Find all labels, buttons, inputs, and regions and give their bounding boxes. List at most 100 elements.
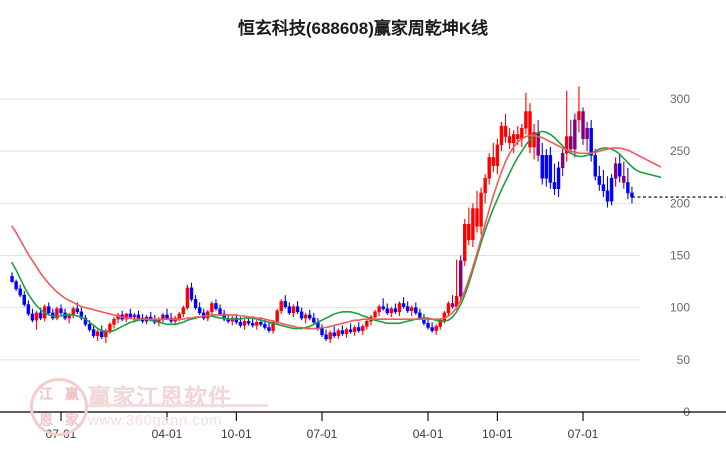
candle-body: [377, 306, 381, 313]
candle-body: [189, 287, 194, 300]
candle-body: [348, 329, 353, 332]
candle-body: [91, 329, 96, 337]
moving-average-lines: [11, 130, 662, 333]
candle-body: [279, 301, 283, 312]
candle-body: [250, 323, 255, 326]
gridlines: [0, 98, 640, 361]
x-tick-label: 04-01: [413, 427, 444, 441]
candle-body: [540, 155, 544, 179]
candle-body: [414, 307, 418, 314]
candle-body: [426, 323, 430, 328]
candle-body: [556, 167, 561, 189]
candle-body: [340, 330, 345, 334]
candle-body: [524, 111, 528, 129]
y-tick-label: 200: [670, 196, 690, 210]
candle-body: [320, 328, 324, 336]
candle-body: [381, 306, 385, 309]
x-tick-label: 07-01: [568, 427, 599, 441]
ma-line: [11, 134, 662, 330]
candle-body: [385, 308, 389, 314]
candle-body: [483, 178, 487, 194]
candle-body: [312, 317, 316, 323]
candle-body: [246, 320, 251, 324]
candle-body: [511, 134, 516, 144]
candle-body: [479, 192, 483, 227]
candle-body: [589, 127, 593, 156]
candle-body: [609, 178, 614, 202]
candle-body: [618, 163, 622, 177]
candle-body: [95, 331, 100, 337]
candle-body: [10, 276, 14, 282]
candle-body: [450, 303, 455, 307]
candle-body: [593, 155, 597, 177]
candle-body: [193, 299, 198, 308]
candle-body: [573, 119, 577, 150]
candle-body: [128, 313, 133, 318]
candle-body: [344, 329, 349, 334]
candle-body: [499, 125, 504, 146]
candle-body: [458, 260, 463, 297]
candle-body: [585, 127, 589, 139]
candle-body: [136, 314, 141, 319]
candle-body: [38, 312, 43, 319]
candle-body: [332, 332, 336, 337]
candle-body: [528, 111, 532, 148]
candle-body: [214, 303, 218, 309]
candle-body: [303, 314, 308, 319]
candle-body: [373, 311, 377, 318]
candle-body: [328, 332, 332, 340]
candle-body: [397, 303, 402, 313]
candle-body: [577, 111, 581, 121]
candle-body: [291, 306, 296, 314]
x-tick-label: 04-01: [152, 427, 183, 441]
candle-body: [324, 334, 328, 340]
candle-body: [560, 153, 565, 169]
x-tick-label: 10-01: [221, 427, 252, 441]
candle-body: [467, 223, 471, 241]
candle-body: [491, 157, 496, 167]
candle-body: [259, 322, 263, 325]
candle-body: [104, 330, 108, 338]
candle-body: [108, 324, 112, 331]
candle-body: [185, 287, 190, 308]
y-tick-label: 100: [670, 301, 690, 315]
candle-body: [532, 132, 536, 148]
y-tick-label: 50: [677, 353, 691, 367]
candle-body: [30, 313, 35, 321]
candle-body: [495, 144, 500, 167]
candle-body: [605, 190, 610, 202]
candle-body: [336, 330, 341, 337]
candle-body: [75, 308, 80, 313]
candle-body: [389, 308, 394, 314]
candle-body: [475, 208, 479, 227]
candle-body: [59, 308, 63, 314]
candle-body: [295, 306, 300, 313]
candle-body: [569, 136, 573, 150]
candle-body: [361, 326, 365, 331]
candle-body: [356, 327, 361, 331]
candle-body: [47, 306, 51, 314]
candle-body: [487, 157, 491, 179]
candle-body: [255, 322, 259, 326]
y-tick-label: 150: [670, 249, 690, 263]
candle-body: [34, 312, 39, 321]
candle-body: [87, 324, 92, 330]
candle-body: [393, 308, 398, 313]
candle-body: [352, 327, 357, 332]
candle-body: [503, 125, 508, 137]
x-tick-label: 07-01: [307, 427, 338, 441]
candle-body: [548, 155, 553, 183]
candle-body: [463, 223, 467, 261]
candle-body: [124, 313, 128, 320]
candle-body: [210, 303, 214, 313]
ma-line: [11, 130, 662, 333]
candle-body: [410, 307, 414, 312]
candle-body: [100, 331, 104, 338]
candle-series: [10, 86, 634, 344]
candle-body: [516, 134, 520, 139]
candle-body: [222, 313, 226, 320]
candle-body: [401, 303, 406, 307]
candle-body: [434, 326, 438, 331]
